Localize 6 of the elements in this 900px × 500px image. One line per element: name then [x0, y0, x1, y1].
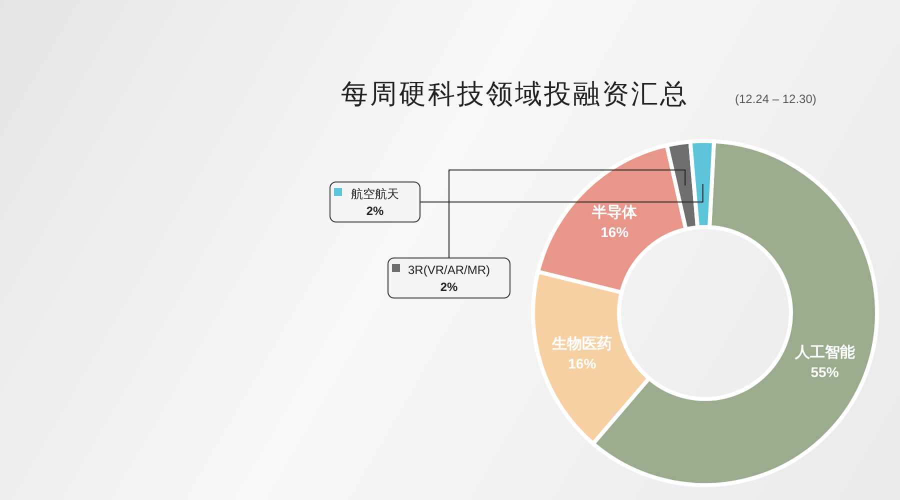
data-label: 2% — [440, 280, 458, 294]
chart-subtitle: (12.24 – 12.30) — [735, 92, 816, 106]
legend-label: 3R(VR/AR/MR) — [408, 263, 490, 277]
data-label: 2% — [366, 204, 384, 218]
chart-title: 每周硬科技领域投融资汇总 — [341, 79, 689, 109]
legend-label: 航空航天 — [351, 187, 399, 201]
